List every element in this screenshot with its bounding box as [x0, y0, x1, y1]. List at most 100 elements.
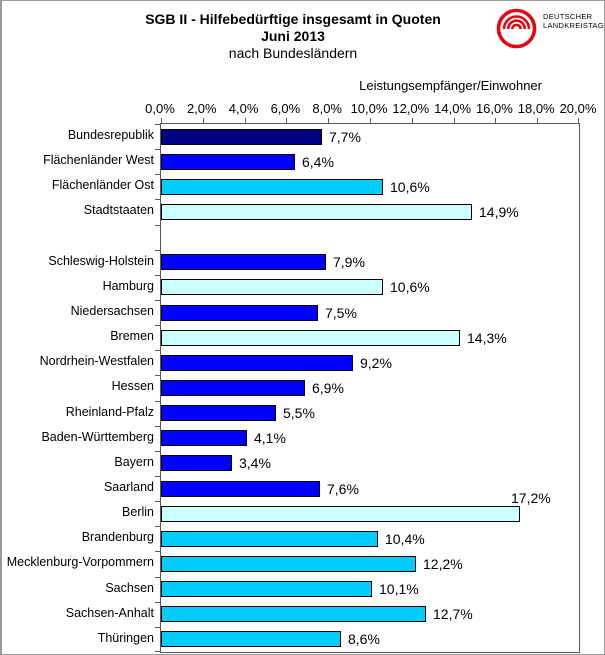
- bar-value-label: 9,2%: [360, 354, 392, 371]
- category-label: Hamburg: [102, 278, 154, 293]
- bar-hessen: [161, 379, 305, 396]
- category-label: Flächenländer West: [43, 153, 154, 168]
- chart-row: 9,2%: [161, 350, 579, 375]
- y-axis-tick: [155, 501, 160, 502]
- bar-sachsen-anhalt: [161, 606, 426, 623]
- bar-value-label: 12,7%: [433, 606, 473, 623]
- bar-value-label: 7,7%: [329, 128, 361, 145]
- bar-bayern: [161, 455, 232, 472]
- bar-value-label: 10,1%: [379, 581, 419, 598]
- category-label: Mecklenburg-Vorpommern: [6, 555, 154, 570]
- bar-baden-w-rttemberg: [161, 430, 247, 447]
- bar-value-label: 7,5%: [325, 304, 357, 321]
- category-label: Bundesrepublik: [67, 128, 154, 142]
- y-axis-tick: [155, 225, 160, 226]
- bar-value-label: 7,6%: [327, 480, 359, 497]
- category-label: Rheinland-Pfalz: [65, 404, 154, 419]
- x-tick-label: 2,0%: [186, 101, 217, 116]
- x-axis-tick: [495, 118, 496, 123]
- logo-text-line1: DEUTSCHER: [543, 12, 593, 21]
- y-axis-tick: [155, 149, 160, 150]
- chart-row: 12,2%: [161, 551, 579, 576]
- bar-value-label: 14,9%: [479, 203, 519, 220]
- chart-row: 7,9%: [161, 250, 579, 275]
- bar-bremen: [161, 329, 460, 346]
- x-axis-title: Leistungsempfänger/Einwohner: [359, 78, 542, 93]
- x-tick-label: 18,0%: [517, 101, 555, 116]
- x-axis-tick: [370, 118, 371, 123]
- chart-row: 10,1%: [161, 577, 579, 602]
- chart-row: 7,6%: [161, 476, 579, 501]
- x-axis-tick: [203, 118, 204, 123]
- chart-row: 7,7%: [161, 124, 579, 149]
- bar-value-label: 10,6%: [390, 279, 430, 296]
- bar-th-ringen: [161, 631, 341, 648]
- x-axis-tick: [454, 118, 455, 123]
- bar-value-label: 3,4%: [239, 455, 271, 472]
- logo-text-line2: LANDKREISTAG: [543, 21, 604, 30]
- category-label: Sachsen: [105, 580, 154, 595]
- bar-value-label: 6,4%: [302, 153, 334, 170]
- y-axis-tick: [155, 602, 160, 603]
- y-axis-tick: [155, 250, 160, 251]
- bar-hamburg: [161, 279, 383, 296]
- x-tick-label: 12,0%: [392, 101, 430, 116]
- chart-row: 5,5%: [161, 401, 579, 426]
- landkreistag-ring-icon: [496, 8, 537, 49]
- y-axis-tick: [155, 551, 160, 552]
- chart-row: 7,5%: [161, 300, 579, 325]
- x-axis-tick: [161, 118, 162, 123]
- y-axis-tick: [155, 627, 160, 628]
- y-axis-tick: [155, 476, 160, 477]
- deutscher-landkreistag-logo: DEUTSCHER LANDKREISTAG: [495, 7, 604, 51]
- y-axis-tick: [155, 526, 160, 527]
- chart-row: 10,4%: [161, 526, 579, 551]
- y-axis-tick: [155, 577, 160, 578]
- y-axis-tick: [155, 300, 160, 301]
- chart-row: 3,4%: [161, 451, 579, 476]
- category-label: Schleswig-Holstein: [48, 253, 154, 268]
- chart-row: 17,2%: [161, 490, 579, 526]
- y-axis-tick: [155, 401, 160, 402]
- chart-row: 4,1%: [161, 426, 579, 451]
- plot-area: 7,7% 6,4% 10,6% 14,9% 7,9% 10,6% 7,5% 14,3% 9,2%…: [155, 118, 580, 653]
- category-label: Flächenländer Ost: [51, 178, 154, 193]
- category-label: Nordrhein-Westfalen: [39, 354, 154, 369]
- category-label: Baden-Württemberg: [41, 429, 154, 444]
- bar-value-label: 5,5%: [283, 405, 315, 422]
- x-axis-tick: [537, 118, 538, 123]
- bar-berlin: [161, 505, 520, 522]
- bar-value-label: 14,3%: [467, 329, 507, 346]
- chart-row: 14,9%: [161, 199, 579, 224]
- chart-row: 10,6%: [161, 174, 579, 199]
- bar-value-label: 17,2%: [511, 489, 551, 506]
- y-axis-tick: [155, 275, 160, 276]
- y-axis-tick: [155, 199, 160, 200]
- bar-mecklenburg-vorpommern: [161, 555, 416, 572]
- bar-rheinland-pfalz: [161, 405, 276, 422]
- x-tick-label: 4,0%: [228, 101, 259, 116]
- bar-saarland: [161, 480, 320, 497]
- y-axis-tick: [155, 426, 160, 427]
- category-label: Brandenburg: [81, 530, 154, 545]
- y-axis-tick: [155, 174, 160, 175]
- bar-value-label: 12,2%: [423, 555, 463, 572]
- x-axis-tick: [412, 118, 413, 123]
- chart-row: 8,6%: [161, 627, 579, 652]
- chart-title-block: SGB II - Hilfebedürftige insgesamt in Qu…: [2, 11, 584, 62]
- bar-value-label: 6,9%: [312, 379, 344, 396]
- y-axis-tick: [155, 350, 160, 351]
- bar-value-label: 10,4%: [385, 530, 425, 547]
- x-tick-label: 0,0%: [145, 101, 175, 116]
- x-tick-label: 8,0%: [312, 101, 342, 116]
- bar-stadtstaaten: [161, 203, 472, 220]
- chart-row: 10,6%: [161, 275, 579, 300]
- chart-subtitle-scope: nach Bundesländern: [228, 45, 358, 61]
- category-label: Stadtstaaten: [83, 203, 154, 218]
- x-tick-label: 14,0%: [434, 101, 472, 116]
- chart-row: 6,4%: [161, 149, 579, 174]
- chart-row: 12,7%: [161, 602, 579, 627]
- category-label: Hessen: [111, 379, 154, 394]
- category-label: Niedersachsen: [70, 304, 154, 318]
